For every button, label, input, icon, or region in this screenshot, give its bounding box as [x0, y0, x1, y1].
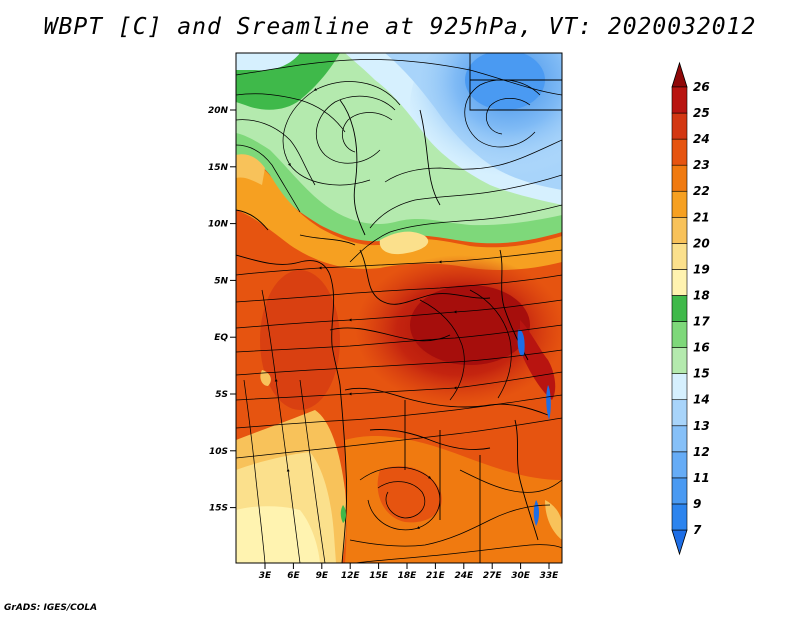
colorbar-label: 15: [693, 367, 710, 381]
map-title: WBPT [C] and Sreamline at 925hPa, VT: 20…: [43, 14, 757, 40]
colorbar-box: [671, 112, 688, 140]
streamlines: [236, 59, 562, 563]
lat-tick-label: 5S: [215, 390, 228, 400]
colorbar-label: 14: [693, 393, 710, 407]
lon-tick-label: 9E: [316, 571, 329, 581]
colorbar-label: 16: [693, 341, 710, 355]
colorbar-label: 25: [693, 106, 710, 120]
colorbar-box: [671, 269, 688, 296]
lat-tick-label: 15N: [208, 163, 229, 173]
colorbar-min-arrow: [671, 529, 688, 556]
colorbar-box: [671, 399, 688, 427]
lat-tick-label: 10N: [208, 220, 229, 230]
colorbar-label: 21: [693, 210, 710, 224]
colorbar-box: [671, 321, 688, 348]
colorbar-label: 24: [693, 132, 710, 146]
lon-tick-label: 3E: [259, 571, 272, 581]
colorbar-label: 23: [693, 158, 710, 172]
colorbar-box: [671, 477, 688, 505]
colorbar-box: [671, 216, 688, 244]
colorbar-box: [671, 425, 688, 453]
colorbar-box: [671, 451, 688, 479]
colorbar-label: 11: [693, 471, 710, 485]
colorbar-box: [671, 373, 688, 401]
temperature-field: [236, 53, 562, 563]
colorbar-box: [671, 190, 688, 218]
colorbar-label: 18: [693, 288, 710, 302]
lat-tick-label: EQ: [214, 333, 228, 343]
lat-tick-label: 5N: [214, 276, 228, 286]
colorbar-label: 19: [693, 262, 710, 276]
lon-tick-label: 21E: [426, 571, 446, 581]
colorbar-label: 7: [693, 523, 702, 537]
colorbar-label: 20: [693, 236, 710, 250]
colorbar-label: 22: [693, 184, 710, 198]
colorbar: 7 9 11 12 13 14 15 16 17 18 19 20 21 22 23 24 25 26: [671, 61, 710, 556]
lon-tick-label: 18E: [398, 571, 418, 581]
colorbar-box: [671, 503, 688, 531]
colorbar-label: 12: [693, 445, 710, 459]
colorbar-label: 13: [693, 419, 710, 433]
lon-tick-label: 6E: [287, 571, 300, 581]
lat-tick-label: 10S: [209, 447, 228, 457]
colorbar-label: 17: [693, 315, 710, 329]
map-frame: [235, 52, 563, 564]
lat-tick-label: 20N: [208, 106, 229, 116]
colorbar-max-arrow: [671, 61, 688, 88]
longitude-axis: 3E 6E 9E 12E 15E 18E 21E 24E 27E 30E 33E: [259, 563, 559, 581]
colorbar-box: [671, 164, 688, 192]
latitude-axis: 20N 15N 10N 5N EQ 5S 10S 15S: [208, 106, 236, 514]
lon-tick-label: 27E: [483, 571, 503, 581]
colorbar-label: 26: [693, 80, 710, 94]
colorbar-box: [671, 138, 688, 166]
colorbar-box: [671, 295, 688, 322]
colorbar-box: [671, 347, 688, 374]
colorbar-box: [671, 243, 688, 270]
lon-tick-label: 30E: [511, 571, 531, 581]
lat-tick-label: 15S: [209, 504, 228, 514]
lon-tick-label: 15E: [369, 571, 389, 581]
lon-tick-label: 12E: [341, 571, 361, 581]
lon-tick-label: 33E: [540, 571, 560, 581]
colorbar-box: [671, 86, 688, 114]
lon-tick-label: 24E: [454, 571, 474, 581]
footer-credit: GrADS: IGES/COLA: [4, 603, 98, 613]
colorbar-label: 9: [693, 497, 701, 511]
